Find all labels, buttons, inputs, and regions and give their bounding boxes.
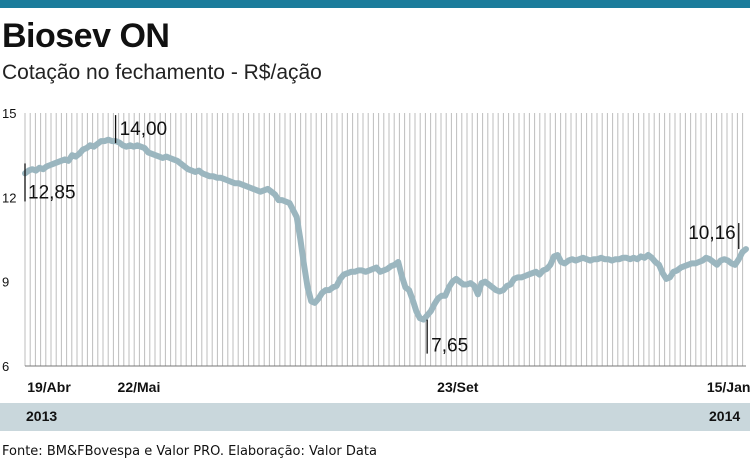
top-accent-bar <box>0 0 750 8</box>
source-note: Fonte: BM&FBovespa e Valor PRO. Elaboraç… <box>2 444 377 459</box>
chart-subtitle: Cotação no fechamento - R$/ação <box>2 61 322 84</box>
line-chart: 6 9 12 15 12,85 14,00 7,65 10,16 19/Abr 22/Mai 2… <box>0 106 750 403</box>
x-axis-ticks: 19/Abr 22/Mai 23/Set 15/Jan <box>27 379 750 395</box>
x-tick-label: 22/Mai <box>118 379 161 395</box>
x-tick-label: 19/Abr <box>27 379 71 395</box>
y-tick-label: 12 <box>2 190 16 205</box>
value-annotations: 12,85 14,00 7,65 10,16 <box>24 115 740 357</box>
year-label-2014: 2014 <box>709 408 741 424</box>
price-series <box>22 136 749 323</box>
x-tick-label: 15/Jan <box>707 379 750 395</box>
y-tick-label: 6 <box>2 359 9 374</box>
year-band <box>0 403 750 431</box>
annotation-label: 12,85 <box>28 182 76 203</box>
annotation-label: 14,00 <box>120 119 168 140</box>
chart-title: Biosev ON <box>2 17 170 55</box>
y-axis-ticks: 6 9 12 15 <box>2 106 16 374</box>
x-tick-label: 23/Set <box>437 379 479 395</box>
annotation-label: 7,65 <box>431 336 468 357</box>
annotation-label: 10,16 <box>688 223 736 244</box>
y-tick-label: 15 <box>2 106 16 121</box>
x-tick-band <box>0 367 750 403</box>
chart-grid <box>0 113 750 403</box>
year-label-2013: 2013 <box>26 408 58 424</box>
series-line <box>22 136 749 323</box>
y-tick-label: 9 <box>2 275 9 290</box>
